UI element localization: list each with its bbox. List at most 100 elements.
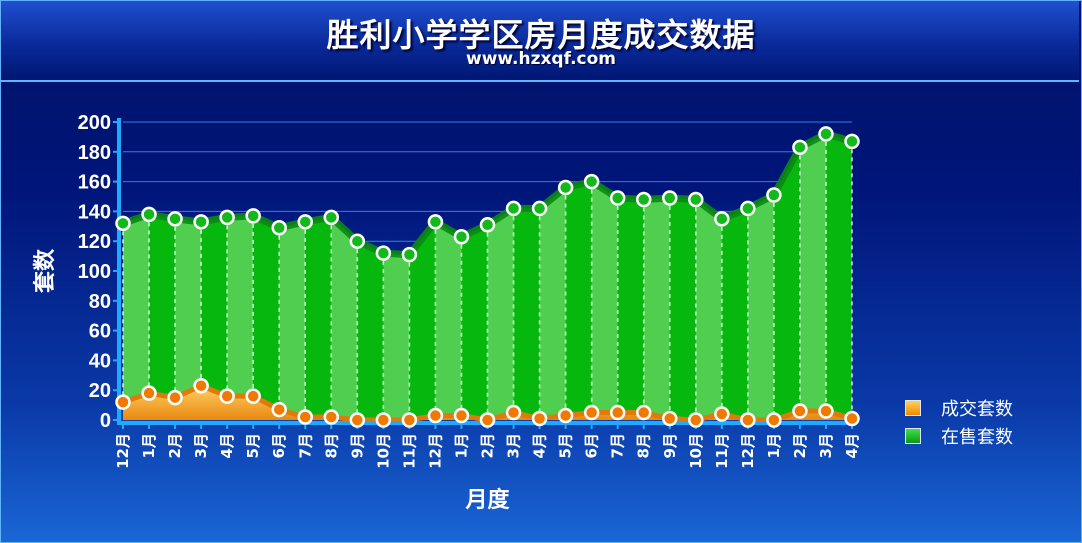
sale-point — [818, 126, 834, 142]
sale-area-band — [565, 181, 592, 420]
x-tick-label: 12月 — [739, 433, 757, 469]
x-tick-label: 1月 — [765, 433, 783, 458]
sale-point — [271, 220, 287, 236]
x-tick-label: 11月 — [400, 433, 418, 469]
sold-point — [141, 385, 157, 401]
sold-point — [115, 394, 131, 410]
sale-point — [766, 187, 782, 203]
sale-area-band — [331, 217, 358, 420]
sold-point — [662, 410, 678, 427]
x-tick-label: 2月 — [479, 433, 497, 458]
sale-point — [375, 245, 392, 261]
sale-area-band — [201, 217, 228, 420]
sale-point — [583, 173, 600, 190]
sale-area-band — [383, 253, 410, 420]
x-tick-label: 2月 — [166, 433, 184, 458]
sold-point — [505, 404, 522, 421]
sale-point — [349, 233, 366, 249]
y-tick-label: 20 — [89, 380, 111, 402]
x-axis-title: 月度 — [464, 487, 510, 513]
legend-label-sale: 在售套数 — [941, 427, 1013, 448]
x-tick-label: 3月 — [192, 433, 210, 458]
y-tick-label: 120 — [78, 231, 111, 253]
sale-area-band — [721, 208, 748, 420]
x-tick-label: 12月 — [114, 433, 132, 469]
sold-point — [531, 410, 548, 427]
sale-point — [662, 190, 678, 206]
y-tick-label: 80 — [89, 291, 111, 313]
x-tick-label: 5月 — [557, 433, 575, 458]
y-tick-label: 200 — [78, 112, 111, 134]
sold-point — [635, 404, 652, 421]
sold-point — [167, 389, 183, 406]
chart-header — [1, 1, 1079, 82]
legend-item-sold: 成交套数 — [905, 395, 1013, 421]
x-tick-label: 1月 — [452, 433, 470, 458]
sold-point — [219, 388, 235, 404]
y-tick-label: 40 — [89, 350, 111, 372]
x-tick-label: 7月 — [296, 433, 314, 458]
sale-area-band — [279, 221, 306, 420]
x-tick-label: 4月 — [843, 433, 861, 458]
sale-point — [688, 191, 704, 208]
sale-point — [245, 208, 261, 224]
y-tick-label: 140 — [78, 201, 111, 223]
chart-subtitle: www.hzxqf.com — [465, 49, 616, 69]
x-tick-label: 10月 — [374, 433, 392, 469]
x-tick-label: 1月 — [140, 433, 158, 458]
sale-area-band — [357, 241, 384, 420]
sold-point — [714, 406, 730, 422]
sale-area-band — [227, 215, 254, 420]
x-tick-label: 10月 — [687, 433, 705, 469]
sold-point — [193, 377, 209, 394]
x-tick-label: 6月 — [583, 433, 601, 458]
sale-point — [531, 200, 548, 217]
sold-point — [349, 412, 366, 428]
sale-area-band — [175, 218, 202, 420]
sale-area-band — [253, 215, 280, 420]
sold-point — [323, 409, 340, 425]
sold-point — [557, 407, 574, 424]
sale-point — [453, 228, 470, 245]
y-axis-title: 套数 — [32, 248, 58, 293]
sale-point — [141, 206, 157, 223]
sold-point — [427, 407, 444, 424]
sale-point — [740, 200, 756, 217]
x-tick-label: 9月 — [661, 433, 679, 458]
sale-area-band — [123, 214, 150, 420]
x-tick-label: 9月 — [348, 433, 366, 458]
sale-point — [479, 217, 496, 233]
sale-area-band — [487, 208, 514, 420]
sale-area-band — [409, 221, 436, 420]
sale-point — [557, 179, 574, 196]
sale-area-band — [591, 181, 618, 420]
x-tick-label: 11月 — [713, 433, 731, 469]
legend-item-sale: 在售套数 — [905, 423, 1013, 449]
sale-point — [714, 211, 730, 227]
sale-point — [167, 211, 183, 227]
sale-point — [115, 215, 131, 232]
sold-point — [297, 409, 313, 425]
sale-point — [193, 214, 209, 230]
sale-area-band — [513, 208, 540, 420]
x-tick-label: 8月 — [635, 433, 653, 458]
sale-point — [297, 214, 313, 230]
sale-point — [401, 246, 418, 263]
x-tick-label: 2月 — [791, 433, 809, 458]
sale-point — [609, 190, 626, 206]
sale-area-band — [617, 197, 644, 420]
x-tick-label: 12月 — [426, 433, 444, 469]
sale-area-band — [773, 147, 800, 420]
x-tick-label: 3月 — [505, 433, 523, 458]
sold-point — [401, 412, 418, 428]
sale-area-band — [149, 214, 176, 420]
sale-area-band — [435, 221, 462, 420]
sold-point — [271, 401, 287, 418]
sale-point — [792, 139, 808, 156]
sale-area-band — [799, 133, 826, 421]
sale-point — [323, 209, 340, 226]
sale-point — [505, 200, 522, 217]
sale-area-band — [461, 224, 488, 420]
sale-point — [219, 209, 235, 226]
